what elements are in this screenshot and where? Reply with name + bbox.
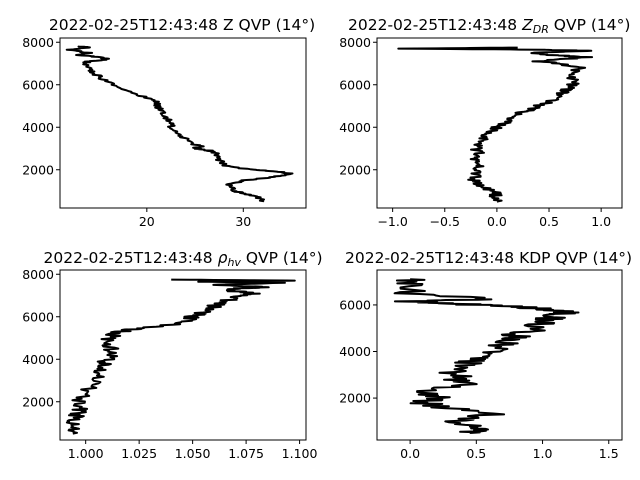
- panel-rhohv-qvp-xtick-label: 1.000: [68, 446, 104, 461]
- panel-zdr-qvp-ytick-label: 4000: [339, 120, 371, 135]
- panel-rhohv-qvp-ytick-label: 4000: [22, 352, 54, 367]
- panel-rhohv-qvp-xtick-label: 1.050: [175, 446, 211, 461]
- panel-z-qvp-xtick-label: 20: [139, 214, 155, 229]
- panel-kdp-qvp-ytick-label: 4000: [339, 344, 371, 359]
- panel-rhohv-qvp-xtick-label: 1.100: [282, 446, 318, 461]
- panel-rhohv-qvp-plot: 1.000 1.025 1.050 1.075 1.100 2000 4000 6000 800…: [22, 267, 317, 461]
- panel-zdr-qvp-xtick-label: 1.0: [591, 214, 611, 229]
- panel-rhohv-qvp-frame: [59, 269, 307, 441]
- panel-z-qvp-ytick-label: 4000: [22, 120, 54, 135]
- panel-z-qvp-title: 2022-02-25T12:43:48 Z QVP (14°): [49, 16, 315, 34]
- panel-zdr-qvp-ytick-label: 6000: [339, 77, 371, 92]
- panel-zdr-qvp-ytick-label: 8000: [339, 35, 371, 50]
- panel-z-qvp: 2022-02-25T12:43:48 Z QVP (14°) 20 30 2000…: [22, 16, 315, 229]
- panel-zdr-qvp-xtick-label: 0.0: [487, 214, 507, 229]
- panel-rhohv-qvp-title: 2022-02-25T12:43:48 ρhv QVP (14°): [44, 249, 323, 269]
- panel-rhohv-qvp-ytick-label: 2000: [22, 394, 54, 409]
- panel-zdr-qvp-xtick-label: −1.0: [377, 214, 407, 229]
- panel-kdp-qvp-frame: [376, 269, 623, 441]
- panel-z-qvp-ytick-label: 2000: [22, 162, 54, 177]
- panel-zdr-qvp-plot: −1.0 −0.5 0.0 0.5 1.0 2000 4000 6000 8000: [339, 35, 611, 229]
- panel-kdp-qvp-ytick-label: 6000: [339, 297, 371, 312]
- panel-rhohv-qvp-ytick-label: 6000: [22, 309, 54, 324]
- panel-zdr-qvp-ytick-label: 2000: [339, 162, 371, 177]
- panel-z-qvp-ytick-label: 8000: [22, 35, 54, 50]
- panel-zdr-qvp-title: 2022-02-25T12:43:48 ZDR QVP (14°): [348, 16, 630, 36]
- panel-kdp-qvp-ytick-label: 2000: [339, 391, 371, 406]
- panel-rhohv-qvp-series-line: [65, 278, 296, 435]
- panel-kdp-qvp-xtick-label: 1.5: [599, 446, 619, 461]
- panel-zdr-qvp-xtick-label: 0.5: [539, 214, 559, 229]
- panel-zdr-qvp-xtick-label: −0.5: [430, 214, 460, 229]
- panel-rhohv-qvp-ytick-label: 8000: [22, 267, 54, 282]
- panel-rhohv-qvp-xtick-label: 1.025: [121, 446, 157, 461]
- panel-zdr-qvp: 2022-02-25T12:43:48 ZDR QVP (14°) −1.0 −0…: [339, 16, 630, 229]
- panel-kdp-qvp-xtick-label: 0.5: [466, 446, 486, 461]
- panel-kdp-qvp-xtick-label: 0.0: [400, 446, 420, 461]
- panel-kdp-qvp-series-line: [393, 278, 580, 434]
- panel-z-qvp-series-line: [65, 45, 294, 203]
- panel-kdp-qvp-plot: 0.0 0.5 1.0 1.5 2000 4000 6000: [339, 278, 619, 461]
- panel-rhohv-qvp: 2022-02-25T12:43:48 ρhv QVP (14°) 1.000 1…: [22, 249, 322, 461]
- panel-zdr-qvp-series-line: [397, 46, 594, 203]
- panel-z-qvp-plot: 20 30 2000 4000 6000 8000: [22, 35, 294, 229]
- panel-kdp-qvp-title: 2022-02-25T12:43:48 KDP QVP (14°): [345, 249, 632, 267]
- panel-z-qvp-ytick-label: 6000: [22, 77, 54, 92]
- panel-rhohv-qvp-xtick-label: 1.075: [228, 446, 264, 461]
- panel-kdp-qvp-xtick-label: 1.0: [533, 446, 553, 461]
- panel-z-qvp-xtick-label: 30: [235, 214, 251, 229]
- panel-kdp-qvp: 2022-02-25T12:43:48 KDP QVP (14°) 0.0 0.5…: [339, 249, 632, 461]
- panel-zdr-qvp-frame: [376, 37, 623, 209]
- panel-z-qvp-frame: [59, 37, 307, 209]
